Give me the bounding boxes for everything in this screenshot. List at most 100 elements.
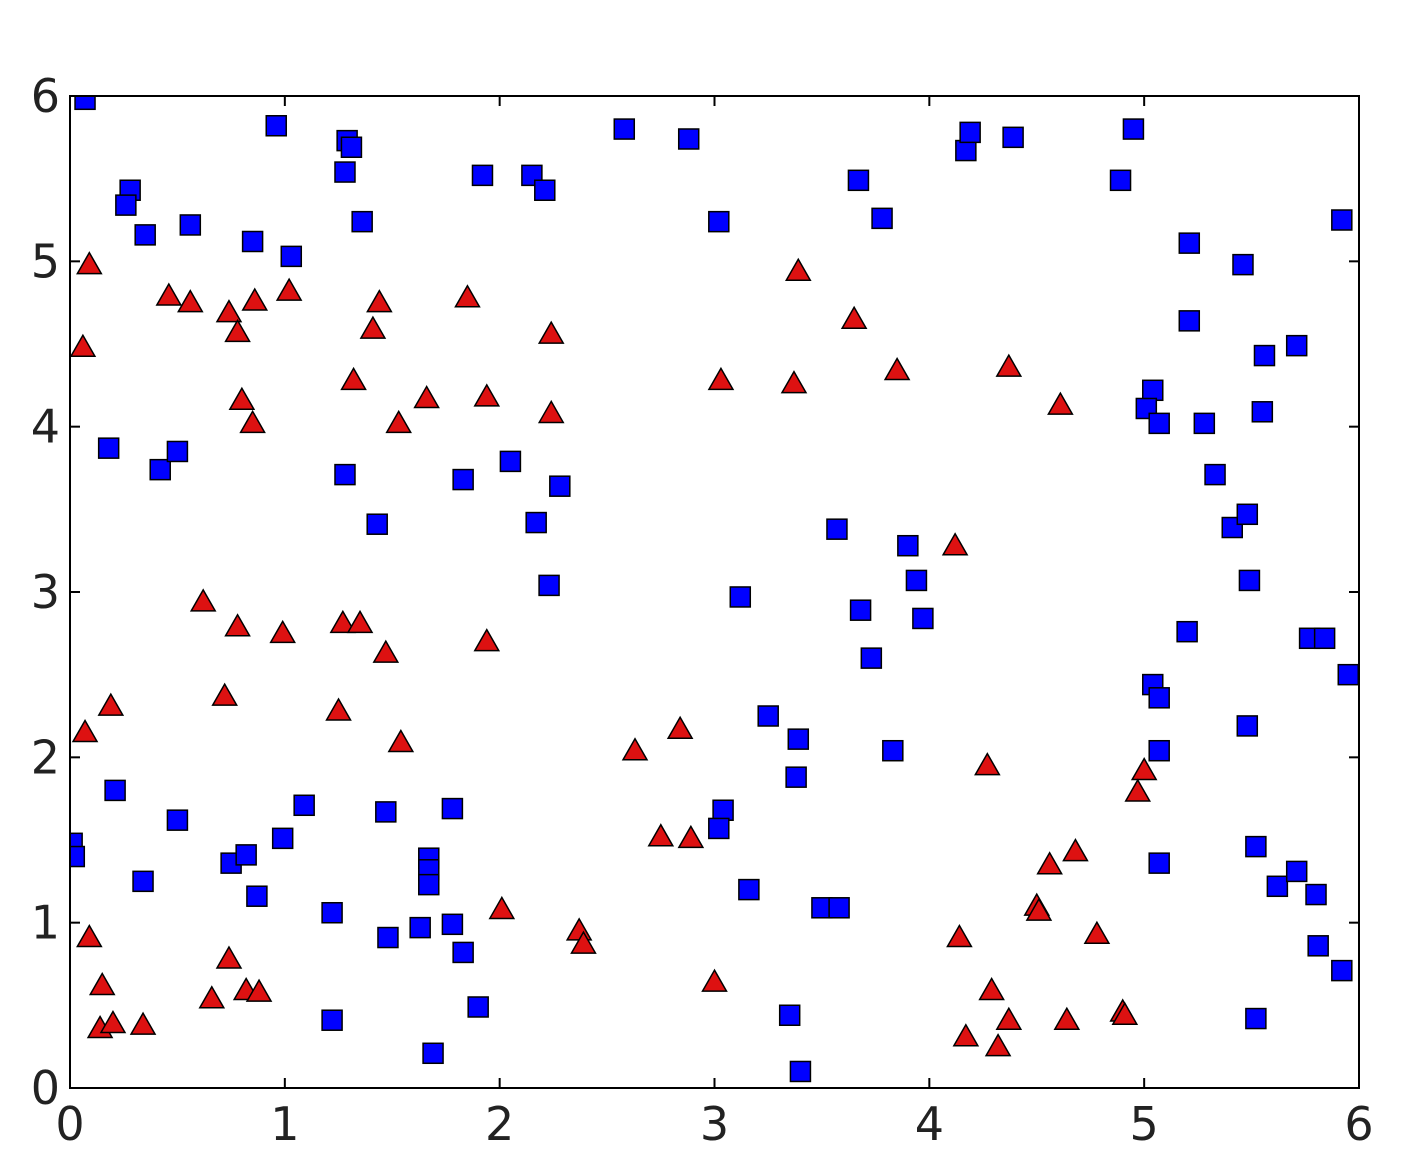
square-point: [409, 916, 431, 939]
triangle-point: [76, 251, 103, 275]
square-point: [377, 926, 399, 949]
square-point: [340, 136, 363, 159]
triangle-point: [88, 971, 116, 996]
x-tick-label: 1: [270, 1097, 299, 1151]
triangle-point: [565, 917, 593, 941]
triangle-point: [1111, 1001, 1139, 1026]
square-point: [321, 901, 343, 924]
triangle-point: [224, 613, 251, 637]
triangle-point: [228, 386, 256, 410]
triangle-point: [488, 895, 516, 920]
square-point: [613, 118, 636, 140]
triangle-point: [346, 609, 374, 634]
triangle-point: [666, 715, 694, 739]
triangle-point: [995, 353, 1023, 377]
square-point: [1204, 463, 1226, 486]
square-point: [1305, 883, 1327, 906]
square-point: [467, 996, 489, 1018]
square-point: [1176, 620, 1198, 643]
square-point: [912, 607, 934, 630]
square-point: [1193, 412, 1216, 435]
square-point: [166, 809, 189, 831]
triangle-point: [215, 299, 243, 323]
plot-area: [70, 96, 1359, 1083]
square-point: [897, 534, 919, 557]
triangle-point: [198, 985, 226, 1009]
square-point: [70, 845, 86, 868]
square-point: [1331, 959, 1353, 982]
square-point: [441, 913, 464, 936]
square-point: [738, 878, 760, 901]
square-point: [785, 766, 807, 788]
square-point: [499, 450, 522, 473]
square-point: [179, 214, 202, 236]
triangle-point: [570, 930, 597, 954]
square-point: [452, 468, 474, 491]
square-point: [826, 518, 848, 540]
square-point: [366, 513, 388, 535]
x-tick-label: 6: [1344, 1097, 1373, 1151]
square-point: [166, 440, 189, 463]
square-point: [351, 210, 373, 233]
square-point: [241, 230, 264, 253]
triangle-point: [941, 532, 969, 556]
square-point: [1251, 401, 1274, 423]
square-point: [246, 885, 268, 907]
triangle-point: [372, 639, 400, 663]
triangle-point: [883, 356, 911, 381]
square-point: [134, 224, 156, 246]
x-tick-label: 4: [915, 1097, 944, 1151]
square-point: [525, 511, 547, 534]
square-point: [321, 1009, 343, 1031]
triangle-point: [387, 728, 415, 753]
triangle-point: [70, 333, 97, 358]
square-point: [828, 897, 850, 919]
triangle-point: [995, 1006, 1023, 1030]
square-point: [452, 941, 474, 964]
square-point: [1245, 1007, 1267, 1030]
square-point: [280, 245, 303, 268]
triangle-point: [701, 968, 728, 992]
square-point: [778, 1004, 801, 1027]
triangle-point: [129, 1011, 157, 1035]
triangle-point: [329, 609, 357, 634]
square-point: [849, 599, 872, 621]
triangle-point: [97, 692, 125, 716]
x-tick-label: 5: [1130, 1097, 1159, 1151]
triangle-point: [177, 289, 204, 313]
square-point: [538, 574, 560, 597]
y-tick-label: 0: [31, 1061, 60, 1115]
square-point: [847, 169, 870, 192]
triangle-point: [707, 366, 735, 391]
square-point: [1307, 935, 1329, 957]
triangle-point: [1083, 920, 1111, 944]
triangle-point: [780, 370, 808, 394]
triangle-point: [211, 682, 238, 706]
square-point: [115, 194, 137, 216]
square-point: [74, 96, 96, 111]
square-point: [1266, 875, 1289, 898]
square-point: [757, 705, 779, 727]
square-point: [1285, 860, 1308, 883]
triangle-point: [647, 823, 675, 847]
square-point: [1337, 663, 1359, 686]
triangle-point: [269, 619, 296, 644]
square-point: [789, 1060, 812, 1083]
square-point: [97, 437, 120, 459]
square-point: [860, 647, 883, 669]
triangle-point: [946, 924, 973, 948]
square-point: [1232, 253, 1254, 276]
triangle-point: [1036, 851, 1063, 875]
triangle-point: [340, 366, 367, 391]
square-point: [1142, 379, 1164, 402]
x-tick-label: 3: [700, 1097, 729, 1151]
triangle-point: [974, 752, 1001, 776]
square-point: [729, 586, 752, 608]
triangle-point: [413, 385, 440, 409]
triangle-point: [621, 737, 649, 761]
triangle-point: [189, 588, 217, 612]
square-point: [1238, 569, 1261, 592]
square-point: [1109, 169, 1132, 192]
y-tick-label: 5: [31, 234, 60, 288]
